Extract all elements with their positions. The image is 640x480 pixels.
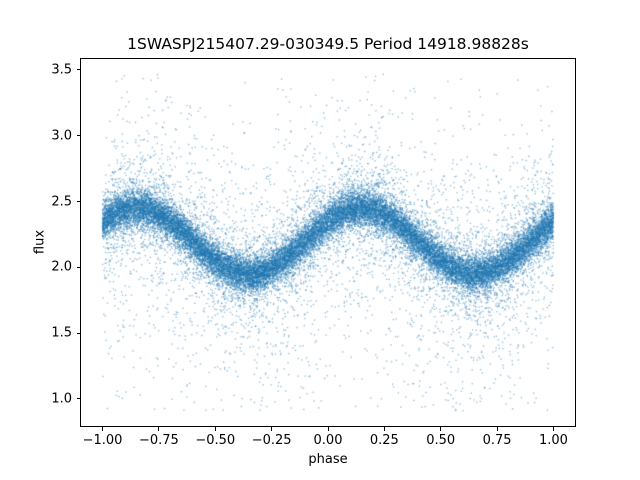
x-tick-mark — [271, 426, 273, 431]
y-tick-label: 3.5 — [51, 62, 72, 78]
x-tick-label: 0.75 — [482, 433, 512, 448]
x-axis-label: phase — [308, 452, 348, 467]
y-tick-mark — [76, 69, 81, 71]
x-tick-label: 0.00 — [313, 433, 343, 448]
x-tick-mark — [552, 426, 554, 431]
y-tick-mark — [76, 266, 81, 268]
y-tick-label: 2.5 — [51, 194, 72, 210]
x-tick-label: 0.50 — [426, 433, 456, 448]
y-tick-mark — [76, 398, 81, 400]
x-tick-label: −1.00 — [82, 433, 123, 448]
x-tick-mark — [496, 426, 498, 431]
x-tick-mark — [327, 426, 329, 431]
y-tick-mark — [76, 201, 81, 203]
y-tick-label: 2.0 — [51, 259, 72, 275]
x-tick-mark — [102, 426, 104, 431]
x-tick-label: 0.25 — [369, 433, 399, 448]
x-tick-label: 1.00 — [538, 433, 568, 448]
x-tick-label: −0.50 — [195, 433, 236, 448]
x-tick-label: −0.25 — [251, 433, 292, 448]
x-tick-mark — [383, 426, 385, 431]
chart-title: 1SWASPJ215407.29-030349.5 Period 14918.9… — [127, 35, 529, 53]
x-tick-label: −0.75 — [138, 433, 179, 448]
y-tick-mark — [76, 135, 81, 137]
x-tick-mark — [158, 426, 160, 431]
y-tick-label: 1.0 — [51, 391, 72, 407]
x-tick-mark — [214, 426, 216, 431]
y-tick-mark — [76, 332, 81, 334]
y-tick-label: 1.5 — [51, 325, 72, 341]
y-axis-label: flux — [32, 229, 48, 255]
x-tick-mark — [440, 426, 442, 431]
y-tick-label: 3.0 — [51, 128, 72, 144]
